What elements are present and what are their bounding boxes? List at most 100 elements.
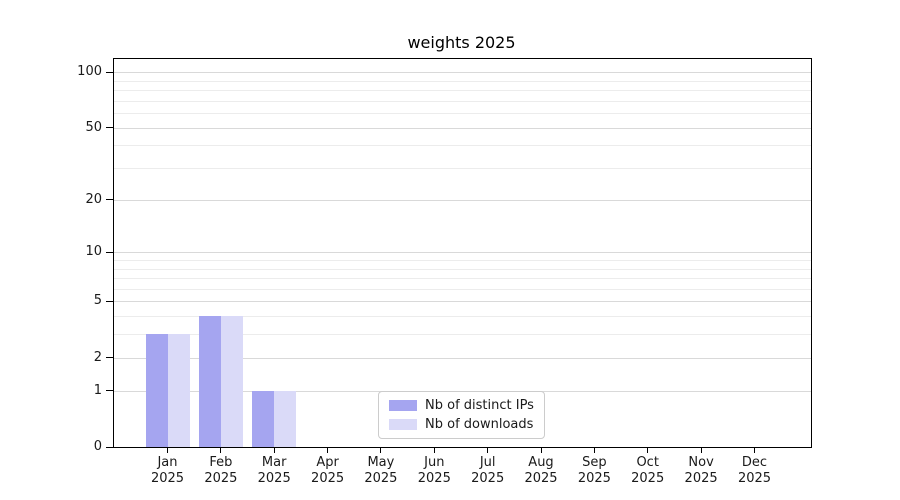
bars-layer — [114, 59, 811, 447]
x-tick-month: Apr — [316, 455, 339, 470]
gridline-minor — [114, 100, 811, 102]
x-tick-mark — [167, 447, 168, 453]
gridline-major — [114, 72, 811, 73]
x-tick-year: 2025 — [257, 471, 291, 486]
y-tick-mark — [106, 127, 114, 128]
x-tick-label: Nov 2025 — [669, 455, 733, 487]
y-tick-label: 2 — [93, 349, 102, 365]
x-tick-label: Sep 2025 — [562, 455, 626, 487]
y-tick-mark — [106, 300, 114, 302]
y-tick-mark — [106, 251, 114, 253]
chart-title: weights 2025 — [407, 33, 516, 52]
gridline-minor — [114, 316, 811, 318]
x-tick-month: Oct — [636, 455, 659, 470]
x-tick-label: May 2025 — [349, 455, 413, 487]
gridline-major — [114, 199, 811, 201]
x-tick-month: Aug — [528, 455, 554, 470]
x-tick-mark — [700, 447, 702, 453]
gridline-minor — [114, 113, 811, 114]
gridline-major — [114, 252, 811, 254]
x-tick-label: Aug 2025 — [509, 455, 573, 487]
x-tick-mark — [327, 447, 329, 453]
gridline-minor — [114, 259, 811, 261]
y-tick-mark — [106, 199, 114, 201]
legend-swatch-distinct-ips — [389, 400, 417, 411]
x-tick-mark — [647, 447, 649, 453]
x-tick-label: Mar 2025 — [242, 455, 306, 487]
gridline-minor — [114, 268, 811, 270]
x-tick-label: Apr 2025 — [296, 455, 360, 487]
gridline-minor — [114, 90, 811, 91]
axes-layer: 0 1 2 5 10 20 50 100 Jan 2025 Feb 2025 Mar 2025 Apr 202… — [77, 59, 811, 486]
x-tick-month: Sep — [582, 455, 607, 470]
x-tick-year: 2025 — [631, 471, 665, 486]
x-tick-mark — [433, 447, 435, 453]
x-tick-mark — [754, 447, 755, 453]
x-tick-label: Dec 2025 — [723, 455, 787, 487]
legend-label-distinct-ips: Nb of distinct IPs — [425, 398, 534, 413]
y-tick-label: 10 — [85, 244, 102, 260]
gridline-minor — [114, 80, 811, 82]
gridline-major — [114, 127, 811, 129]
x-tick-month: Nov — [688, 455, 714, 470]
bar-downloads-mar-2025 — [274, 390, 297, 447]
gridline-minor — [114, 278, 811, 279]
bar-distinct-ips-feb-2025 — [198, 316, 221, 447]
x-tick-mark — [380, 447, 382, 453]
legend-item-downloads: Nb of downloads — [389, 417, 534, 432]
x-tick-year: 2025 — [577, 471, 611, 486]
bar-downloads-jan-2025 — [167, 334, 190, 447]
x-tick-year: 2025 — [471, 471, 505, 486]
x-tick-month: Feb — [209, 455, 233, 470]
y-tick-mark — [106, 446, 114, 448]
x-tick-mark — [540, 447, 542, 453]
x-tick-year: 2025 — [311, 471, 345, 486]
legend: Nb of distinct IPs Nb of downloads — [378, 391, 545, 439]
x-tick-label: Jun 2025 — [402, 455, 466, 487]
x-tick-label: Jul 2025 — [456, 455, 520, 487]
x-tick-month: Jul — [479, 455, 496, 470]
y-tick-mark — [106, 71, 114, 73]
legend-item-distinct-ips: Nb of distinct IPs — [389, 398, 534, 413]
gridline-minor — [114, 288, 811, 290]
x-tick-label: Feb 2025 — [189, 455, 253, 487]
x-tick-month: Mar — [261, 455, 287, 470]
bar-downloads-feb-2025 — [220, 316, 243, 447]
gridline-minor — [114, 168, 811, 169]
x-tick-year: 2025 — [150, 471, 185, 486]
x-tick-month: May — [367, 455, 395, 470]
x-tick-label: Jan 2025 — [136, 455, 200, 487]
x-tick-year: 2025 — [204, 471, 238, 486]
y-tick-label: 5 — [93, 293, 102, 309]
legend-label-downloads: Nb of downloads — [425, 417, 534, 432]
x-tick-year: 2025 — [417, 471, 451, 486]
y-tick-label: 50 — [85, 119, 102, 135]
y-tick-label: 0 — [93, 439, 102, 454]
x-tick-year: 2025 — [737, 471, 772, 486]
bar-distinct-ips-mar-2025 — [252, 390, 275, 447]
x-tick-month: Dec — [741, 455, 768, 470]
gridline-minor — [114, 145, 811, 147]
legend-swatch-downloads — [389, 419, 417, 430]
gridline-major — [114, 301, 811, 303]
x-tick-month: Jun — [424, 455, 445, 470]
x-tick-month: Jan — [157, 455, 178, 470]
gridline-major — [114, 357, 811, 359]
plot-area: 0 1 2 5 10 20 50 100 Jan 2025 Feb 2025 Mar 2025 Apr 202… — [77, 58, 812, 486]
y-tick-label: 1 — [93, 382, 102, 398]
x-tick-year: 2025 — [364, 471, 398, 486]
gridline-minor — [114, 334, 811, 336]
x-tick-mark — [273, 447, 275, 453]
y-tick-label: 20 — [85, 191, 102, 207]
x-tick-mark — [593, 447, 595, 453]
x-tick-year: 2025 — [524, 471, 558, 486]
x-tick-label: Oct 2025 — [616, 455, 680, 487]
x-tick-mark — [220, 447, 222, 453]
y-tick-mark — [106, 357, 114, 359]
bar-distinct-ips-jan-2025 — [145, 334, 168, 447]
y-tick-label: 100 — [77, 64, 102, 79]
y-tick-mark — [106, 390, 114, 392]
x-tick-year: 2025 — [684, 471, 718, 486]
x-tick-mark — [487, 447, 489, 453]
